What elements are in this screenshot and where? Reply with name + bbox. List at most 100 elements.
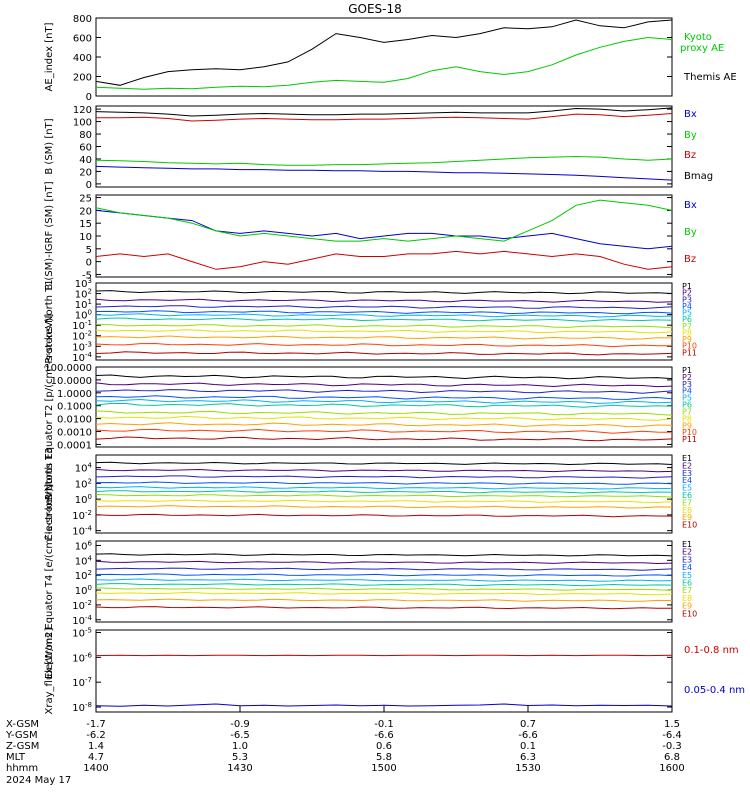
series-line-e1: [96, 461, 672, 466]
legend-entry: E9: [682, 513, 692, 522]
series-line-p10: [96, 342, 672, 348]
y-tick-label: 103: [75, 277, 92, 290]
legend-entry: E3: [682, 469, 692, 478]
legend-entry: P5: [682, 394, 692, 403]
y-tick-label: 40: [79, 155, 92, 166]
legend-entry: P5: [682, 309, 692, 318]
y-tick-label: 10-1: [72, 319, 92, 332]
panel-frame: [95, 366, 673, 448]
y-tick-label: 10-8: [72, 701, 92, 714]
series-line-p1: [96, 374, 672, 380]
legend-entry: P10: [682, 342, 697, 351]
panel-frame: [95, 454, 673, 534]
series-line-p9: [96, 422, 672, 428]
series-line-bz: [96, 250, 672, 270]
y-tick-label: 10: [79, 232, 92, 243]
y-tick-label: 104: [75, 554, 93, 567]
panel-frame: [95, 105, 673, 188]
y-tick-label: 10-6: [72, 651, 92, 664]
y-tick-label: 0: [86, 180, 92, 191]
series-line-p11: [96, 436, 672, 442]
legend-entry: P4: [682, 387, 692, 396]
y-tick-label: 10-2: [72, 330, 92, 343]
series-line-bx: [96, 165, 672, 181]
x-row-value: 1.0: [232, 741, 248, 752]
y-axis-label: Electrons North T3: [44, 447, 55, 540]
legend-entry: By: [684, 130, 697, 141]
series-line-p9: [96, 335, 672, 340]
legend-entry: P6: [682, 315, 692, 324]
series-line-e7: [96, 587, 672, 591]
x-row-value: 0.7: [520, 719, 536, 730]
y-tick-label: 0.1000: [57, 402, 92, 413]
legend-entry: P7: [682, 322, 692, 331]
y-tick-label: 10-3: [72, 340, 92, 353]
series-line-e4: [96, 481, 672, 485]
series-line-bx: [96, 209, 672, 250]
legend-entry: E4: [682, 476, 692, 485]
x-row-value: 1400: [83, 763, 108, 774]
x-row-value: -6.4: [662, 730, 682, 741]
legend-entry: E5: [682, 571, 692, 580]
legend-entry: P8: [682, 414, 692, 423]
legend-entry: E10: [682, 521, 697, 530]
x-axis-labels: X-GSM -1.7 -0.9 -0.1 0.7 1.5 Y-GSM -6.2 -6.5 -6.6…: [5, 706, 685, 786]
legend-entry: E7: [682, 498, 692, 507]
y-tick-label: 100: [73, 118, 92, 129]
legend-entry: P11: [682, 348, 697, 357]
legend-entry: Bx: [684, 200, 697, 211]
y-tick-label: 80: [79, 130, 92, 141]
x-row-value: 1500: [371, 763, 396, 774]
series-line-p11: [96, 351, 672, 356]
y-tick-label: 15: [79, 219, 92, 230]
panel-frame: [95, 540, 673, 623]
legend-entry: 0.05-0.4 nm: [684, 685, 745, 696]
legend-entry: E8: [682, 506, 692, 515]
y-tick-label: 10-4: [72, 351, 92, 364]
y-tick-label: 0.0100: [57, 415, 92, 426]
y-tick-label: 10.0000: [51, 376, 92, 387]
series-line-e4: [96, 573, 672, 577]
series-line-e5: [96, 486, 672, 490]
x-row-value: 5.8: [376, 752, 392, 763]
series-line-p10: [96, 428, 672, 434]
panel-frame: [95, 282, 673, 361]
y-tick-label: 400: [73, 53, 92, 64]
series-line-p5: [96, 398, 672, 404]
series-line-p7: [96, 410, 672, 416]
series-line-themis-ae: [96, 19, 672, 86]
legend-entry: E3: [682, 555, 692, 564]
y-axis-label: AE_index [nT]: [44, 22, 55, 91]
x-row-value: 1430: [227, 763, 252, 774]
legend-entry: E5: [682, 484, 692, 493]
panel-frame: [95, 17, 673, 97]
x-row-label: hhmm: [6, 763, 38, 774]
y-axis-label: B (SM)-IGRF (SM) [nT]: [44, 181, 55, 290]
y-tick-label: 800: [73, 14, 92, 25]
series-line-p2: [96, 382, 672, 388]
series-line-p4: [96, 395, 672, 400]
y-tick-label: 101: [75, 298, 92, 311]
y-tick-label: 10-2: [72, 599, 92, 612]
y-tick-label: 0: [86, 258, 92, 269]
series-line-bmag: [96, 107, 672, 117]
y-axis-label: Protons North T1: [44, 279, 55, 363]
x-row-value: 0.1: [520, 741, 536, 752]
legend-entry: E6: [682, 491, 692, 500]
series-line-p6: [96, 403, 672, 408]
y-tick-label: 102: [75, 569, 92, 582]
y-tick-label: 106: [75, 539, 93, 552]
legend-entry: P3: [682, 380, 692, 389]
y-tick-label: 10-4: [72, 614, 92, 627]
panel-Xray: 10-5 10-6 10-7 10-8 Xray_flux [W/m2]: [44, 626, 673, 714]
y-tick-label: 100: [75, 584, 92, 597]
y-tick-label: 0.0001: [57, 440, 92, 451]
panel-ElectronsT4: 106 104 102 100 10-2 10-4 Electrons Equator T4…: [44, 484, 697, 679]
legend-entry: P7: [682, 407, 692, 416]
series-line-e3: [96, 567, 672, 571]
